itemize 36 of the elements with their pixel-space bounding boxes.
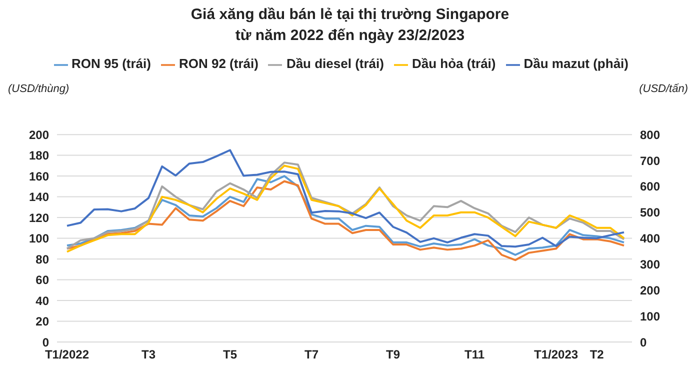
y-tick-label: 140 bbox=[28, 190, 50, 204]
x-tick-label: T2 bbox=[590, 348, 604, 362]
y-axis-title: (USD/thùng) bbox=[8, 83, 70, 95]
legend-label: Dầu diesel (trái) bbox=[286, 56, 384, 71]
chart-title: Giá xăng dầu bán lẻ tại thị trường Singapore từ năm 2022 đến ngày 23/2/2023 bbox=[190, 5, 510, 46]
y-tick-label: 80 bbox=[36, 252, 50, 266]
y2-tick-label: 500 bbox=[640, 206, 660, 220]
y-tick-label: 20 bbox=[36, 314, 50, 329]
y-tick-label: 180 bbox=[28, 148, 50, 163]
legend-label: RON 92 (trái) bbox=[178, 56, 258, 71]
y-tick-label: 100 bbox=[28, 232, 50, 246]
y-tick-label: 200 bbox=[28, 128, 50, 142]
legend-label: Dầu mazut (phải) bbox=[524, 56, 628, 71]
x-tick-label: T1/2022 bbox=[44, 348, 90, 362]
y2-tick-label: 800 bbox=[640, 128, 660, 142]
x-tick-label: T7 bbox=[304, 348, 319, 362]
x-tick-label: T5 bbox=[223, 348, 238, 362]
y2-tick-label: 400 bbox=[640, 232, 660, 246]
x-tick-label: T11 bbox=[464, 348, 485, 362]
y-tick-label: 120 bbox=[28, 210, 50, 225]
y-tick-label: 60 bbox=[36, 273, 50, 288]
y-tick-label: 160 bbox=[28, 169, 50, 184]
y-tick-label: 0 bbox=[42, 335, 50, 350]
y2-tick-label: 700 bbox=[640, 154, 660, 168]
y2-tick-label: 200 bbox=[640, 283, 660, 298]
y2-tick-label: 600 bbox=[640, 180, 660, 194]
y2-tick-label: 300 bbox=[640, 257, 660, 272]
legend-label: Dầu hỏa (trái) bbox=[412, 56, 496, 71]
x-tick-label: T3 bbox=[142, 348, 156, 362]
x-tick-label: T9 bbox=[386, 348, 400, 362]
y2-tick-label: 0 bbox=[640, 335, 647, 350]
y-tick-label: 40 bbox=[36, 294, 50, 308]
x-tick-label: T1/2023 bbox=[534, 348, 578, 362]
y2-tick-label: 100 bbox=[640, 309, 660, 324]
y2-axis-title: (USD/tấn) bbox=[639, 83, 688, 95]
legend-label: RON 95 (trái) bbox=[72, 56, 151, 71]
